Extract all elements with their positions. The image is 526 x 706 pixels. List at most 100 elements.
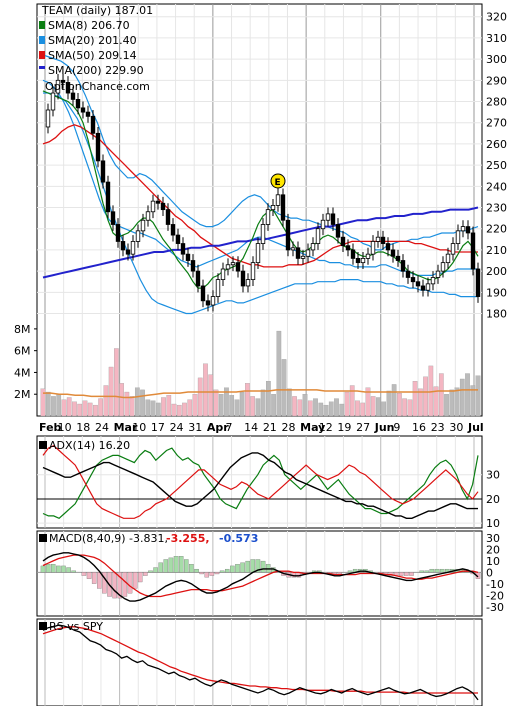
macd-histogram-bar (240, 562, 245, 573)
macd-histogram-bar (45, 564, 51, 573)
macd-histogram-bar (235, 564, 240, 573)
volume-bar (166, 395, 172, 417)
candle-body (160, 202, 166, 211)
candle-body (405, 270, 411, 278)
volume-bar (397, 392, 402, 417)
volume-bar (250, 396, 255, 417)
x-tick-label: 28 (281, 421, 295, 434)
volume-bar (103, 385, 109, 417)
adx-y-tick-label: 10 (486, 517, 500, 530)
macd-histogram-bar (434, 568, 440, 573)
volume-bar (260, 389, 266, 417)
macd-histogram-bar (255, 559, 261, 573)
candle-body (250, 262, 256, 281)
candle-body (415, 281, 421, 287)
volume-bar (114, 348, 119, 417)
volume-bar (245, 383, 250, 417)
sma200-line (42, 206, 479, 279)
macd-histogram-bar (132, 572, 138, 589)
macd-histogram-bar (184, 559, 189, 573)
volume-bar (465, 373, 470, 417)
macd-histogram-bar (66, 567, 71, 573)
candle-body (65, 82, 71, 94)
candle-body (125, 249, 131, 255)
volume-bar (155, 402, 161, 417)
macd-histogram-bar (163, 559, 169, 573)
candle-body (310, 243, 316, 251)
macd-signal-line (42, 554, 479, 598)
rs-ma-line (42, 626, 478, 694)
volume-bar (297, 399, 303, 417)
macd-histogram-bar (224, 568, 230, 573)
candle-body (315, 228, 321, 244)
legend-entry: SMA(200) 229.90 (48, 64, 144, 77)
candle-body (145, 211, 151, 221)
volume-bar (444, 394, 449, 417)
candle-body (320, 219, 326, 230)
legend-swatch (39, 66, 45, 69)
earnings-marker (270, 173, 286, 189)
macd-histogram-bar (91, 572, 97, 584)
macd-histogram-bar (122, 572, 128, 597)
macd-histogram-bar (127, 572, 133, 594)
legend-swatch (39, 622, 47, 630)
x-tick-label: Jun (374, 421, 395, 434)
chart-title: TEAM (daily) 187.01 (41, 4, 153, 17)
price-y-tick-label: 300 (486, 53, 507, 66)
earnings-marker-label: E (275, 178, 281, 188)
price-y-tick-label: 290 (486, 74, 507, 87)
candle-body (185, 253, 191, 261)
macd-histogram-bar (71, 570, 76, 573)
legend-swatch (39, 21, 45, 29)
volume-bar (339, 403, 345, 417)
x-tick-label: 17 (151, 421, 165, 434)
x-tick-label: 9 (393, 421, 400, 434)
candle-body (240, 270, 246, 287)
volume-bar (40, 388, 46, 417)
candle-body (120, 241, 126, 251)
x-tick-label: 12 (319, 421, 333, 434)
candle-body (430, 277, 436, 285)
x-tick-label: Feb (39, 421, 62, 434)
price-y-tick-label: 260 (486, 138, 507, 151)
macd-histogram-bar (230, 565, 235, 573)
macd-histogram-bar (419, 570, 424, 573)
candle-body (445, 253, 451, 264)
volume-bar (459, 378, 465, 417)
candle-body (275, 194, 281, 206)
candle-body (70, 92, 76, 100)
volume-y-tick-label: 4M (14, 366, 31, 379)
macd-histogram-bar (245, 560, 250, 573)
candle-body (440, 262, 446, 272)
candle-body (245, 279, 251, 287)
candle-body (115, 224, 121, 242)
macd-histogram-bar (148, 570, 153, 573)
volume-y-tick-label: 6M (14, 345, 31, 358)
candle-body (370, 241, 376, 255)
candle-body (305, 249, 311, 257)
volume-bar (171, 403, 177, 417)
macd-histogram-bar (61, 565, 66, 573)
macd-histogram-bar (409, 572, 414, 576)
x-tick-label: Mar (114, 421, 138, 434)
candle-body (395, 255, 401, 261)
candle-body (230, 262, 236, 266)
candle-body (85, 111, 91, 117)
macd-histogram-bar (404, 572, 409, 576)
candle-body (330, 213, 336, 225)
adx-line (42, 452, 478, 519)
x-tick-label: 27 (356, 421, 370, 434)
plus-di-line (42, 447, 479, 520)
macd-histogram-bar (260, 560, 266, 573)
macd-histogram-bar (439, 568, 445, 573)
candle-body (400, 260, 406, 272)
volume-bar (87, 402, 93, 417)
candle-body (255, 243, 261, 264)
macd-y-tick-label: -20 (486, 589, 504, 602)
candle-body (90, 115, 96, 134)
candle-body (220, 268, 226, 281)
volume-bar (224, 387, 229, 417)
candle-body (425, 283, 431, 291)
candle-body (280, 194, 286, 221)
macd-label: MACD(8,40,9) -3.831, (49, 532, 168, 545)
